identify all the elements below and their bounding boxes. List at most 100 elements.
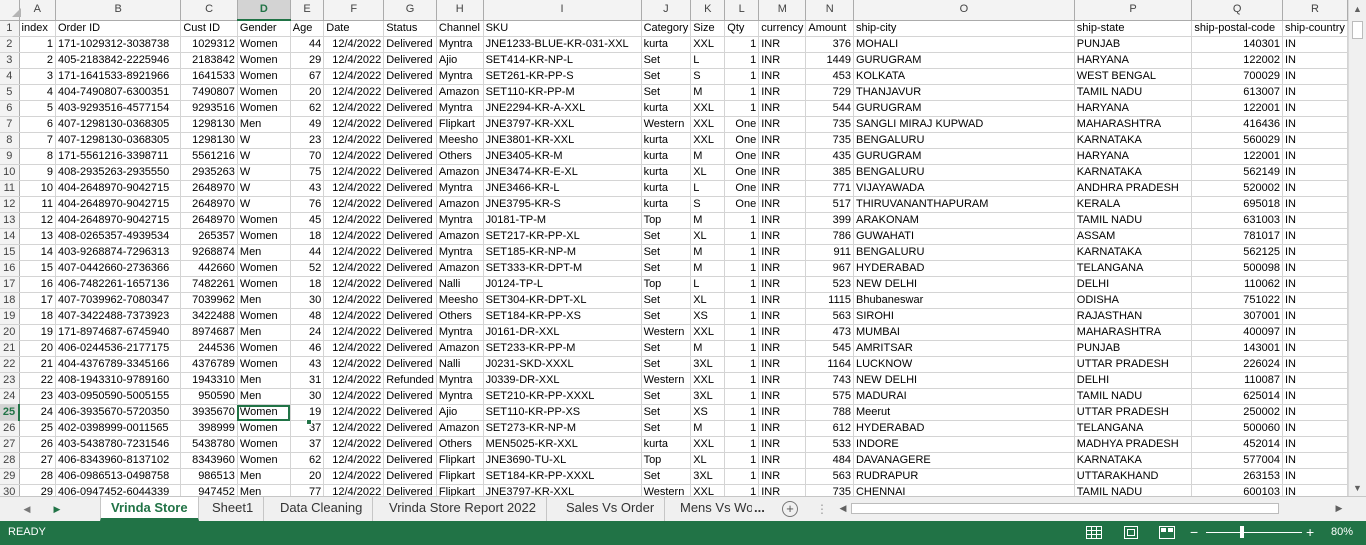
column-header[interactable]: L [724,0,760,21]
cell[interactable]: 735 [805,484,854,496]
cell[interactable]: Delivered [383,468,437,485]
cell[interactable]: 12/4/2022 [323,484,385,496]
cell[interactable]: 9293516 [180,100,238,117]
cell[interactable]: TELANGANA [1074,420,1193,437]
cell[interactable]: DELHI [1074,372,1193,389]
column-header[interactable]: Q [1191,0,1283,21]
cell[interactable]: SIROHI [853,308,1075,325]
row-header[interactable]: 3 [0,52,20,69]
cell[interactable]: ASSAM [1074,228,1193,245]
cell[interactable]: kurta [641,196,692,213]
cell[interactable]: 9268874 [180,244,238,261]
cell[interactable]: THANJAVUR [853,84,1075,101]
cell[interactable]: One [724,196,760,213]
cell[interactable]: Set [641,340,692,357]
tab-data-cleaning[interactable]: Data Cleaning [270,497,374,521]
cell[interactable]: Delivered [383,196,437,213]
cell[interactable]: Set [641,52,692,69]
cell[interactable]: J0231-SKD-XXXL [483,356,642,373]
cell[interactable]: 544 [805,100,854,117]
header-cell[interactable]: ship-state [1074,20,1193,37]
cell[interactable]: 442660 [180,260,238,277]
cell[interactable]: Delivered [383,484,437,496]
row-header[interactable]: 14 [0,228,20,245]
zoom-level[interactable]: 80% [1331,526,1354,538]
cell[interactable]: 20 [290,84,325,101]
cell[interactable]: INDORE [853,436,1075,453]
row-header[interactable]: 8 [0,132,20,149]
cell[interactable]: L [690,52,726,69]
cell[interactable]: IN [1282,420,1348,437]
row-header[interactable]: 19 [0,308,20,325]
cell[interactable]: 407-3422488-7373923 [55,308,182,325]
column-header[interactable]: O [853,0,1075,21]
cell[interactable]: Delivered [383,436,437,453]
cell[interactable]: Delivered [383,308,437,325]
cell[interactable]: 1 [724,260,760,277]
cell[interactable]: 30 [290,292,325,309]
header-cell[interactable]: Category [641,20,692,37]
cell[interactable]: 12/4/2022 [323,116,385,133]
row-header[interactable]: 4 [0,68,20,85]
row-header[interactable]: 7 [0,116,20,133]
column-header[interactable]: E [290,0,325,21]
cell[interactable]: 404-7490807-6300351 [55,84,182,101]
cell[interactable]: 24 [19,404,56,421]
cell[interactable]: 406-0986513-0498758 [55,468,182,485]
cell[interactable]: Men [237,324,291,341]
cell[interactable]: 12/4/2022 [323,196,385,213]
cell[interactable]: IN [1282,180,1348,197]
cell[interactable]: 7482261 [180,276,238,293]
cell[interactable]: Top [641,212,692,229]
cell[interactable]: 613007 [1191,84,1283,101]
row-header[interactable]: 11 [0,180,20,197]
cell[interactable]: 2648970 [180,180,238,197]
cell[interactable]: 575 [805,388,854,405]
cell[interactable]: Myntra [436,100,484,117]
cell[interactable]: 407-1298130-0368305 [55,116,182,133]
cell[interactable]: TELANGANA [1074,260,1193,277]
cell[interactable]: JNE3690-TU-XL [483,452,642,469]
cell[interactable]: 5561216 [180,148,238,165]
cell[interactable]: 1115 [805,292,854,309]
header-cell[interactable]: ship-city [853,20,1075,37]
cell[interactable]: M [690,148,726,165]
cell[interactable]: MAHARASHTRA [1074,324,1193,341]
cell[interactable]: 1 [724,36,760,53]
cell[interactable]: KOLKATA [853,68,1075,85]
cell[interactable]: 52 [290,260,325,277]
cell[interactable]: 406-3935670-5720350 [55,404,182,421]
cell[interactable]: 31 [290,372,325,389]
cell[interactable]: THIRUVANANTHAPURAM [853,196,1075,213]
cell[interactable]: J0181-TP-M [483,212,642,229]
cell[interactable]: 1 [724,404,760,421]
cell[interactable]: Amazon [436,164,484,181]
cell[interactable]: 15 [19,260,56,277]
zoom-out-icon[interactable]: − [1190,524,1199,540]
cell[interactable]: Delivered [383,228,437,245]
cell[interactable]: Men [237,388,291,405]
cell[interactable]: 403-5438780-7231546 [55,436,182,453]
header-cell[interactable]: ship-postal-code [1191,20,1283,37]
cell[interactable]: kurta [641,148,692,165]
cell[interactable]: HYDERABAD [853,260,1075,277]
add-sheet-icon[interactable]: + [782,501,798,517]
row-header[interactable]: 26 [0,420,20,437]
column-header[interactable]: C [180,0,238,21]
cell[interactable]: 788 [805,404,854,421]
cell[interactable]: 67 [290,68,325,85]
cell[interactable]: 1 [724,228,760,245]
cell[interactable]: Myntra [436,388,484,405]
cell[interactable]: Amazon [436,228,484,245]
cell[interactable]: INR [758,340,807,357]
cell[interactable]: 29 [290,52,325,69]
tab-mens-vs-women[interactable]: Mens Vs Wo [680,500,752,515]
cell[interactable]: Women [237,452,291,469]
cell[interactable]: XXL [690,484,726,496]
row-header[interactable]: 2 [0,36,20,53]
zoom-slider[interactable] [1206,532,1302,533]
cell[interactable]: 28 [19,468,56,485]
tab-sales-vs-order[interactable]: Sales Vs Order [556,497,666,521]
cell[interactable]: 1 [724,100,760,117]
more-tabs[interactable]: ... [754,500,765,515]
